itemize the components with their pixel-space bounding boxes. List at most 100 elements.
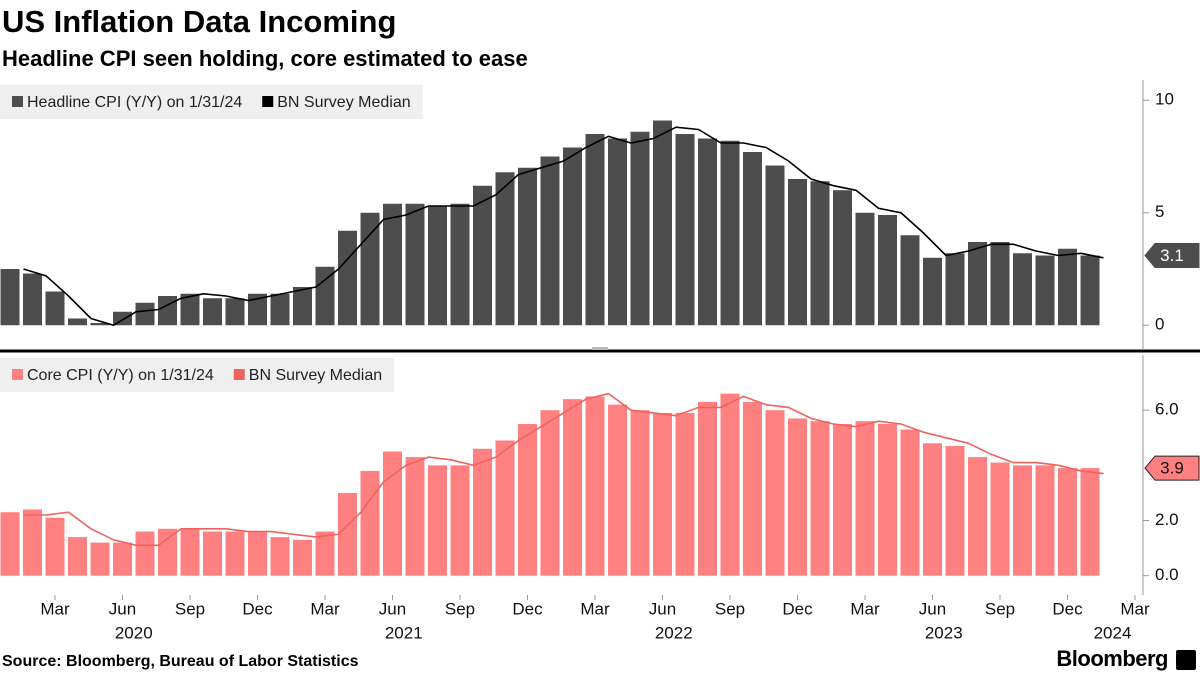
bar — [180, 293, 200, 326]
legend-label: BN Survey Median — [277, 94, 410, 111]
x-tick-label: Mar — [40, 599, 70, 618]
x-tick-label: Dec — [242, 599, 273, 618]
x-group-label: 2023 — [925, 623, 963, 642]
bar — [585, 396, 605, 576]
last-value-label: 3.9 — [1160, 459, 1184, 478]
bar — [135, 531, 155, 576]
bar — [968, 457, 987, 576]
bar — [698, 138, 717, 326]
bar — [900, 429, 920, 576]
x-tick-label: Sep — [715, 599, 745, 618]
bar — [720, 140, 740, 326]
bar — [990, 242, 1010, 326]
y-tick-label: 2.0 — [1155, 510, 1179, 529]
bar — [1013, 465, 1032, 576]
legend-swatch — [262, 96, 274, 107]
logo: Bloomberg — [1056, 646, 1168, 671]
bar — [158, 528, 177, 576]
bar — [765, 165, 785, 326]
bar — [158, 296, 177, 326]
bar — [360, 470, 380, 576]
bar — [360, 212, 380, 326]
bar — [203, 531, 222, 576]
legend-swatch — [12, 96, 23, 107]
bar — [270, 293, 290, 326]
bar — [90, 542, 110, 576]
bar — [113, 542, 132, 576]
x-group-label: 2020 — [115, 623, 153, 642]
bar — [990, 462, 1010, 576]
bar — [855, 421, 875, 576]
legend-label: BN Survey Median — [249, 367, 382, 384]
legend-background — [0, 85, 423, 119]
x-tick-label: Mar — [310, 599, 340, 618]
y-tick-label: 6.0 — [1155, 400, 1179, 419]
bar — [923, 443, 942, 576]
bar — [540, 156, 560, 326]
bar — [248, 293, 267, 326]
bar — [518, 423, 537, 576]
bar — [23, 273, 42, 326]
x-tick-label: Sep — [445, 599, 475, 618]
chart-title: US Inflation Data Incoming — [2, 4, 396, 39]
bar — [405, 457, 425, 576]
chart-subtitle: Headline CPI seen holding, core estimate… — [2, 46, 528, 71]
bar — [45, 291, 65, 326]
bar — [945, 253, 965, 326]
bar — [878, 423, 897, 576]
x-tick-label: Dec — [1052, 599, 1083, 618]
x-tick-label: Jun — [109, 599, 136, 618]
bar — [428, 206, 447, 326]
bar — [1035, 255, 1055, 326]
bar — [225, 298, 245, 326]
legend-swatch — [233, 369, 245, 380]
legend-background — [0, 358, 395, 392]
logo-icon — [1176, 650, 1196, 670]
bar — [450, 203, 470, 326]
bar — [653, 412, 672, 576]
bar — [1035, 465, 1055, 576]
bar — [743, 401, 762, 576]
bar — [743, 152, 762, 326]
bar — [1080, 468, 1100, 576]
bar — [495, 440, 515, 576]
bar — [135, 302, 155, 326]
survey-line — [23, 392, 1104, 547]
bar — [23, 509, 42, 576]
legend-label: Headline CPI (Y/Y) on 1/31/24 — [27, 94, 242, 111]
bar — [1013, 253, 1032, 326]
bar — [473, 448, 492, 576]
bar — [788, 179, 807, 326]
bar — [0, 269, 20, 326]
y-tick-label: 0 — [1155, 315, 1164, 334]
last-value-tag — [1144, 243, 1200, 268]
bar — [720, 393, 740, 576]
bar — [473, 185, 492, 326]
bar — [675, 412, 695, 576]
bar — [383, 451, 402, 576]
bar — [90, 323, 110, 326]
x-tick-label: Mar — [1120, 599, 1150, 618]
bar — [338, 492, 357, 576]
bar — [855, 212, 875, 326]
bar — [518, 167, 537, 326]
bar — [945, 446, 965, 576]
bar — [675, 134, 695, 326]
bar — [293, 539, 312, 576]
bar — [810, 421, 830, 576]
last-value-tag — [1144, 455, 1200, 481]
bar — [383, 203, 402, 326]
divider-grip — [592, 347, 608, 350]
x-group-label: 2024 — [1094, 623, 1132, 642]
survey-line — [23, 126, 1104, 327]
x-tick-label: Mar — [580, 599, 610, 618]
bar — [608, 404, 627, 576]
bar — [270, 537, 290, 576]
x-group-label: 2022 — [655, 623, 693, 642]
bar — [563, 147, 582, 326]
last-value-label: 3.1 — [1160, 246, 1184, 265]
bar — [833, 423, 852, 576]
plot — [0, 392, 1104, 576]
bar — [180, 528, 200, 576]
